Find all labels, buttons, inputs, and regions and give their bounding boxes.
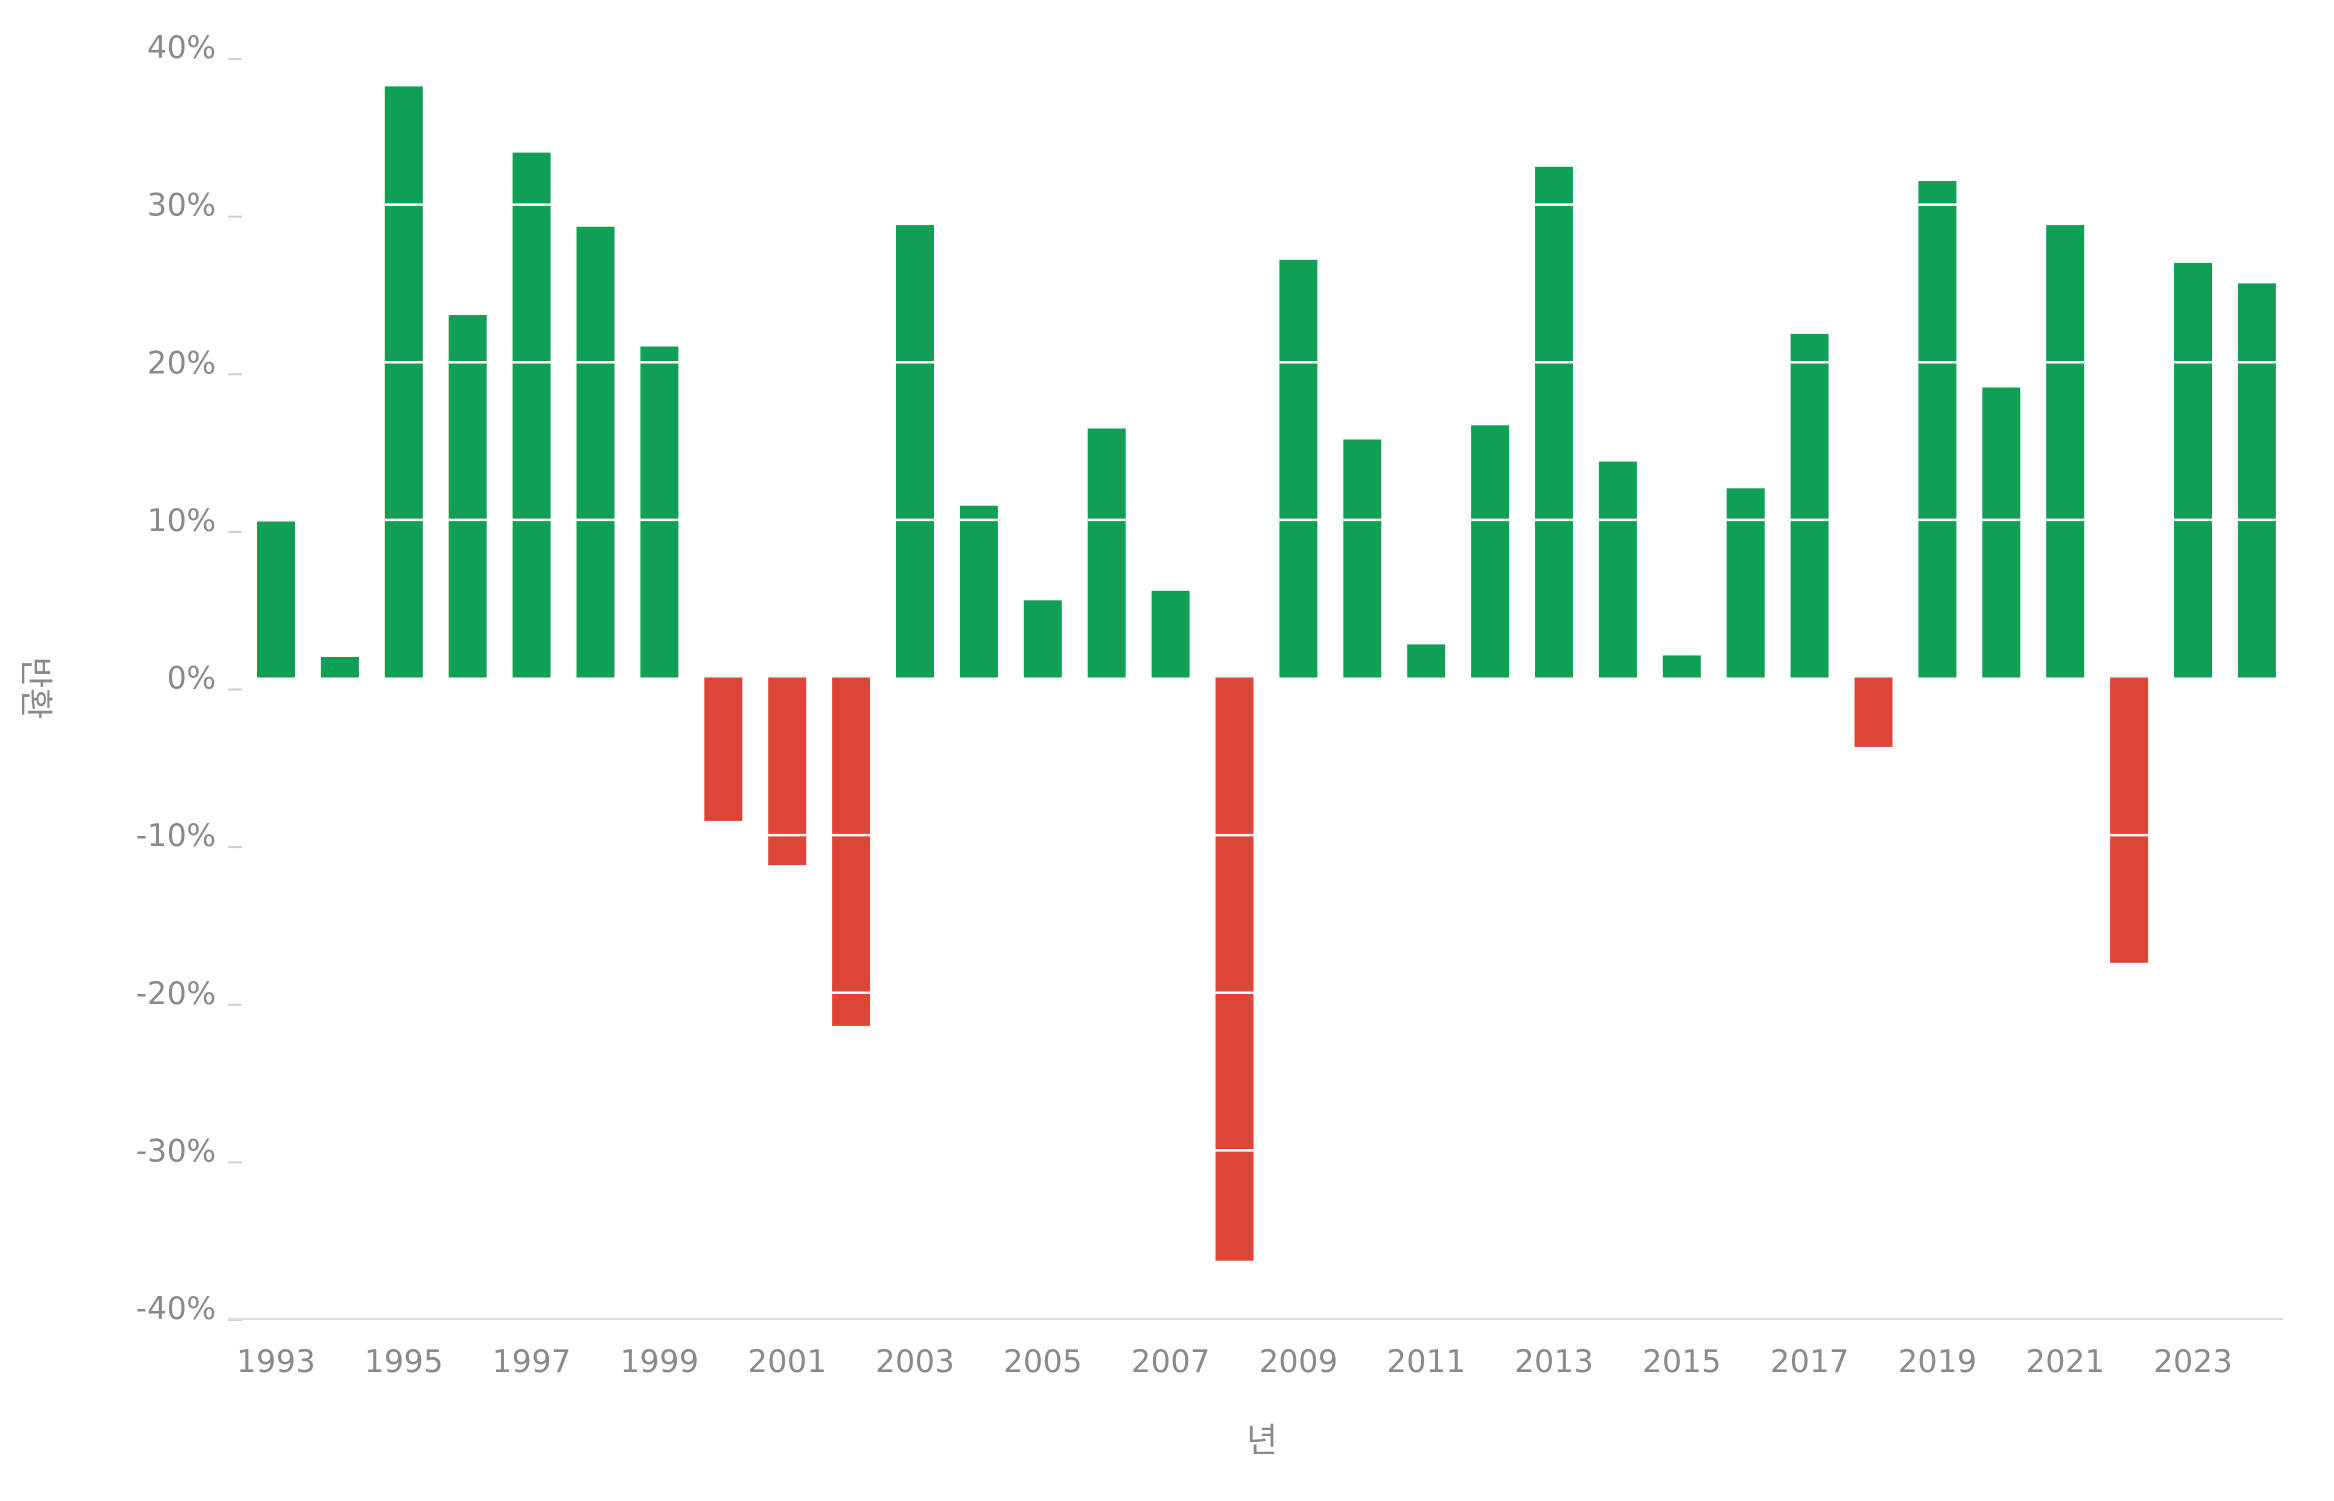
bar-1996 <box>448 315 487 678</box>
bar-2023 <box>2174 262 2212 678</box>
x-tick-label: 2001 <box>748 1344 827 1380</box>
x-axis: 1993 1995 1997 1999 2001 2003 2005 2007 2009 2011… <box>228 1318 2283 1380</box>
x-tick-label: 2015 <box>1642 1344 1721 1380</box>
bar-2024 <box>2237 283 2276 678</box>
bar-2011 <box>1407 644 1446 678</box>
x-tick-label: 1993 <box>237 1344 316 1380</box>
bar-2021 <box>2046 225 2085 678</box>
y-axis-title: 반환 <box>15 657 55 720</box>
x-tick-label: 1999 <box>620 1344 699 1380</box>
x-tick-label: 2007 <box>1131 1344 1210 1380</box>
y-tick-label: -40% <box>136 1291 216 1327</box>
bar-1997 <box>512 152 551 678</box>
bar-2017 <box>1790 333 1829 678</box>
y-tick-label: -20% <box>136 976 216 1012</box>
bar-2022 <box>2110 677 2149 963</box>
bar-1994 <box>320 657 359 678</box>
x-tick-label: 1995 <box>364 1344 443 1380</box>
bar-2014 <box>1598 461 1637 678</box>
x-tick-label: 2011 <box>1387 1344 1466 1380</box>
x-tick-label: 1997 <box>492 1344 571 1380</box>
bar-band-lines <box>384 203 2276 1152</box>
bar-2001 <box>768 677 807 866</box>
x-tick-label: 2003 <box>876 1344 955 1380</box>
y-tick-label: 10% <box>147 503 216 539</box>
bar-2008 <box>1215 677 1254 1261</box>
bar-2020 <box>1982 387 2021 678</box>
bar-2012 <box>1471 425 1510 678</box>
x-tick-label: 2021 <box>2026 1344 2105 1380</box>
bar-1995 <box>384 86 423 678</box>
x-tick-label: 2013 <box>1515 1344 1594 1380</box>
bars-group <box>257 86 2276 1261</box>
y-tick-label: -30% <box>136 1133 216 1169</box>
x-tick-label: 2019 <box>1898 1344 1977 1380</box>
y-tick-label: 0% <box>167 661 216 697</box>
x-tick-label: 2009 <box>1259 1344 1338 1380</box>
bar-2019 <box>1918 181 1957 678</box>
bar-2018 <box>1854 677 1893 747</box>
x-tick-label: 2017 <box>1770 1344 1849 1380</box>
bar-2013 <box>1535 166 1573 678</box>
bar-2016 <box>1726 488 1765 678</box>
bar-1998 <box>576 226 615 678</box>
bar-2010 <box>1343 439 1382 678</box>
x-axis-title: 년 <box>1246 1421 1277 1461</box>
x-tick-label: 2005 <box>1003 1344 1082 1380</box>
bar-1993 <box>257 521 295 678</box>
y-tick-label: 20% <box>147 345 216 381</box>
y-axis: 40% 30% 20% 10% 0% -10% -20% -30% -40% <box>136 30 242 1327</box>
bar-2000 <box>704 677 743 821</box>
bar-1999 <box>640 346 679 678</box>
x-tick-label: 2023 <box>2154 1344 2233 1380</box>
y-tick-label: 40% <box>147 30 216 66</box>
bar-2009 <box>1279 259 1318 678</box>
bar-2005 <box>1023 600 1062 678</box>
y-tick-label: -10% <box>136 818 216 854</box>
bar-2006 <box>1087 428 1126 678</box>
bar-2004 <box>959 505 998 678</box>
y-tick-label: 30% <box>147 188 216 224</box>
bar-2002 <box>832 677 871 1026</box>
bar-2003 <box>896 225 934 678</box>
bar-2007 <box>1151 590 1190 678</box>
bar-2015 <box>1662 655 1701 678</box>
